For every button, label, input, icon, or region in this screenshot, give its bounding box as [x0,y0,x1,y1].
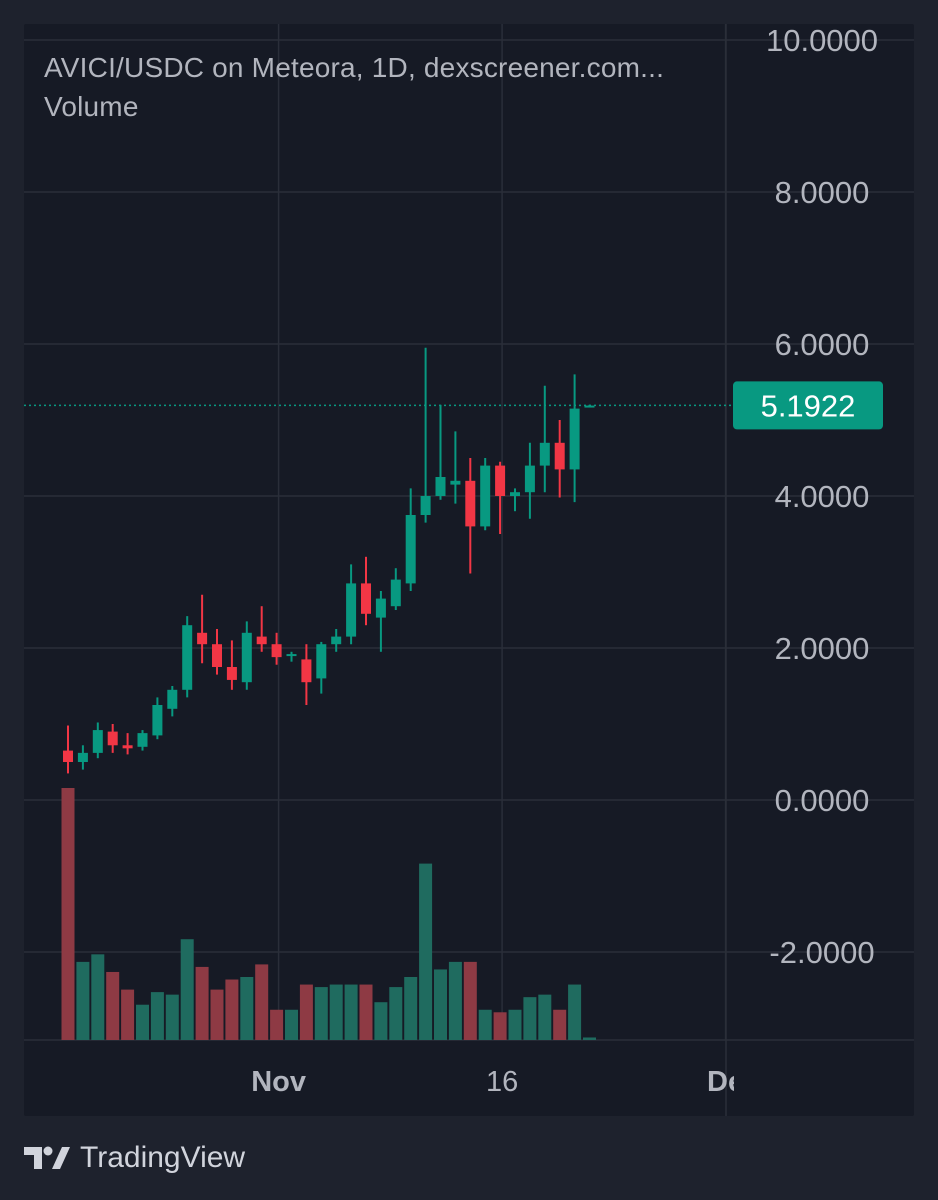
y-axis-tick-label: 2.0000 [775,631,870,666]
volume-bar [553,1009,567,1040]
candle-body [569,408,580,470]
candle-body [316,644,327,679]
volume-bar [478,1009,492,1040]
volume-bar [165,994,179,1040]
chart-area[interactable] [24,24,914,1116]
candle-body [167,689,178,709]
last-price-label: 5.1922 [761,388,856,423]
volume-bar [389,987,403,1040]
volume-bar [523,997,537,1040]
y-axis-tick-label: 0.0000 [775,783,870,818]
volume-bar [463,961,477,1040]
last-price-marker: 5.1922 [24,381,883,430]
candle-body [495,465,506,496]
y-axis-tick-label: 10.0000 [766,23,878,58]
y-axis-tick-label: 4.0000 [775,479,870,514]
volume-bar [270,1009,284,1040]
candle-body [450,480,461,485]
volume-bar [419,863,433,1040]
y-axis-tick-label: -2.0000 [769,935,874,970]
candles [63,347,595,774]
volume-bar [568,984,582,1040]
candle-body [375,598,386,618]
volume-bar [404,977,418,1040]
candle-body [92,730,103,753]
candle-body [465,480,476,527]
volume-bar [434,969,447,1040]
grid-lines [24,24,914,1116]
candle-body [539,442,550,466]
volume-bar [493,1012,507,1040]
y-axis: 10.0000 8.0000 6.0000 4.0000 2.0000 0.0000 -2.… [766,23,878,970]
volume-bar [195,966,209,1040]
candle-body [226,667,237,680]
volume-bar [285,1009,298,1040]
volume-bar [329,984,343,1040]
candle-body [584,405,595,408]
candle-body [554,442,565,470]
brand-name: TradingView [80,1141,246,1174]
volume-bar [314,987,328,1040]
candle-body [480,465,491,527]
candle-body [212,644,222,667]
candle-body [390,579,401,607]
volume-bar [150,992,164,1040]
volume-bar [299,984,313,1040]
volume-indicator-label[interactable]: Volume [44,91,139,122]
candle-body [77,752,88,762]
x-axis-tick-label: 16 [486,1066,518,1098]
volume-bar [61,788,75,1040]
x-axis: Nov 16 De [251,1052,914,1112]
volume-bar [583,1037,596,1040]
candle-body [107,731,118,746]
candle-body [286,654,297,657]
volume-bars [61,788,596,1040]
volume-bar [91,954,105,1040]
candle-body [435,477,446,496]
candle-body [182,625,193,690]
candle-body [405,515,416,584]
candle-body [420,496,431,515]
volume-bar [106,971,120,1040]
volume-bar [448,961,462,1040]
volume-bar [538,994,552,1040]
volume-bar [255,964,269,1040]
candle-body [346,583,357,637]
tradingview-branding[interactable]: TradingView [24,1136,245,1180]
candle-body [301,659,312,683]
volume-bar [225,979,239,1040]
x-axis-mask [734,1052,914,1112]
volume-bar [240,977,254,1040]
volume-bar [121,989,135,1040]
volume-bar [344,984,358,1040]
candle-body [256,636,267,645]
volume-bar [136,1004,149,1040]
candle-body [122,745,133,749]
candle-body [152,705,163,736]
candle-body [137,733,148,747]
last-price-tag [733,381,883,430]
candle-body [63,750,73,762]
x-axis-tick-label: Nov [251,1066,306,1098]
y-axis-tick-label: 8.0000 [775,175,870,210]
candle-body [524,465,535,493]
volume-bar [210,989,224,1040]
volume-bar [180,939,194,1040]
chart-title[interactable]: AVICI/USDC on Meteora, 1D, dexscreener.c… [44,52,665,83]
volume-bar [359,984,373,1040]
volume-bar [374,1002,388,1040]
candle-body [510,492,520,496]
volume-bar [76,961,90,1040]
tradingview-logo-icon [24,1146,70,1169]
candle-body [241,632,252,683]
volume-bar [508,1009,522,1040]
candle-body [361,583,371,614]
candle-body [271,644,282,658]
candle-body [331,636,342,645]
candle-body [197,632,208,645]
y-axis-tick-label: 6.0000 [775,327,870,362]
